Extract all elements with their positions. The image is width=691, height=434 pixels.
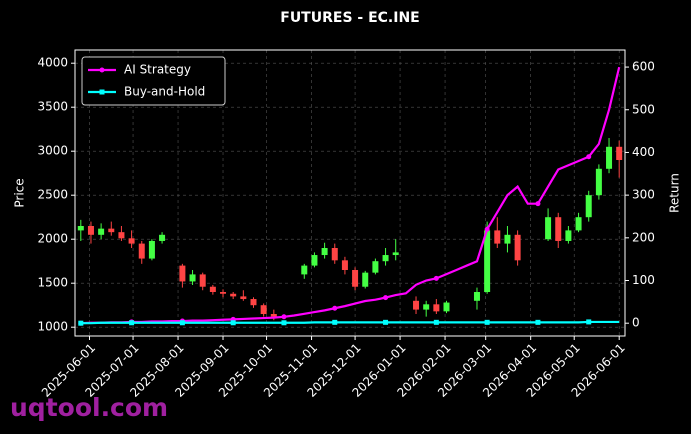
legend-label: Buy-and-Hold	[124, 85, 205, 99]
candle-body	[514, 234, 521, 261]
candle-body	[433, 304, 440, 312]
series-marker	[586, 319, 592, 325]
candle-body	[301, 265, 308, 275]
candle-body	[484, 230, 491, 292]
candle-body	[382, 255, 389, 262]
candle-body	[555, 217, 562, 241]
candle-body	[504, 234, 511, 244]
candle-body	[372, 261, 379, 273]
candle-body	[321, 248, 328, 256]
candle-body	[392, 252, 399, 256]
legend-marker	[99, 67, 105, 73]
y2-tick-label: 100	[632, 273, 655, 287]
candle-body	[250, 299, 257, 306]
candle-body	[494, 230, 501, 244]
series-marker	[383, 319, 389, 325]
y2-tick-label: 200	[632, 230, 655, 244]
y-tick-label: 4000	[37, 56, 68, 70]
candle-body	[98, 228, 105, 235]
y-tick-label: 2500	[37, 188, 68, 202]
series-marker	[281, 314, 287, 320]
candle-body	[230, 293, 237, 297]
candle-body	[138, 243, 145, 259]
candle-body	[565, 230, 572, 241]
candle-body	[545, 217, 552, 240]
series-marker	[383, 295, 389, 301]
candle-body	[616, 146, 623, 160]
candle-body	[159, 234, 166, 241]
candle-body	[413, 300, 420, 310]
candle-body	[331, 248, 338, 261]
legend-box	[81, 56, 226, 106]
candle-body	[108, 228, 115, 233]
candle-body	[362, 272, 369, 287]
y2-tick-label: 500	[632, 102, 655, 116]
candle-body	[189, 274, 196, 282]
series-marker	[129, 320, 135, 326]
candle-body	[128, 238, 135, 244]
series-marker	[281, 320, 287, 326]
candle-body	[199, 274, 206, 287]
y2-tick-label: 600	[632, 60, 655, 74]
y2-tick-label: 300	[632, 188, 655, 202]
y-tick-label: 3500	[37, 100, 68, 114]
candle-body	[423, 304, 430, 310]
chart-title: FUTURES - EC.INE	[280, 10, 419, 26]
watermark: uqtool.com	[10, 393, 168, 422]
candle-body	[595, 168, 602, 196]
candle-body	[443, 302, 450, 312]
candle-body	[220, 292, 227, 294]
legend-label: AI Strategy	[124, 63, 191, 77]
candle-body	[209, 286, 216, 292]
series-marker	[535, 201, 541, 207]
series-marker	[332, 305, 338, 311]
candle-body	[77, 226, 84, 231]
candle-body	[585, 195, 592, 218]
legend-marker	[99, 89, 105, 95]
candle-body	[179, 265, 186, 282]
candle-body	[341, 260, 348, 270]
candle-body	[240, 296, 247, 300]
series-line	[80, 66, 621, 325]
series-marker	[484, 226, 490, 232]
y2-tick-label: 0	[632, 316, 640, 330]
y2-axis-label: Return	[668, 173, 682, 213]
series-marker	[484, 319, 490, 325]
y-tick-label: 3000	[37, 144, 68, 158]
series-marker	[332, 319, 338, 325]
plot-frame	[74, 49, 626, 337]
y2-tick-label: 400	[632, 145, 655, 159]
candle-body	[352, 270, 359, 287]
candle-body	[148, 240, 155, 259]
candle-body	[118, 232, 125, 239]
series-marker	[179, 320, 185, 326]
series-marker	[586, 154, 592, 160]
y-tick-label: 1000	[37, 320, 68, 334]
series-marker	[78, 320, 84, 326]
candle-body	[87, 226, 94, 235]
candle-body	[575, 217, 582, 231]
y-tick-label: 2000	[37, 232, 68, 246]
series-marker	[433, 275, 439, 281]
series-marker	[433, 319, 439, 325]
series-marker	[535, 319, 541, 325]
y-tick-label: 1500	[37, 276, 68, 290]
candle-body	[260, 305, 267, 314]
y-axis-label: Price	[13, 178, 27, 207]
candle-body	[606, 146, 613, 169]
candle-body	[311, 255, 318, 266]
candle-body	[270, 314, 277, 317]
series-line	[80, 320, 620, 325]
candle-body	[473, 292, 480, 301]
series-marker	[230, 320, 236, 326]
